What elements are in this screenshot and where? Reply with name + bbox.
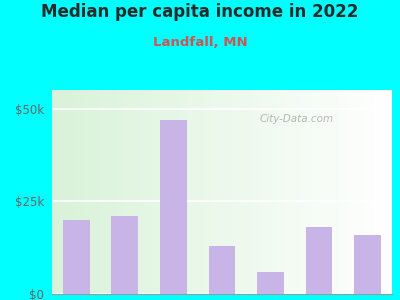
Text: City-Data.com: City-Data.com	[260, 115, 334, 124]
Bar	[257, 272, 284, 294]
Bar	[63, 220, 90, 294]
Bar	[306, 227, 332, 294]
Bar	[112, 216, 138, 294]
Text: Landfall, MN: Landfall, MN	[153, 36, 247, 49]
Bar	[354, 235, 381, 294]
Text: Median per capita income in 2022: Median per capita income in 2022	[41, 3, 359, 21]
Bar	[209, 246, 235, 294]
Bar	[160, 120, 187, 294]
